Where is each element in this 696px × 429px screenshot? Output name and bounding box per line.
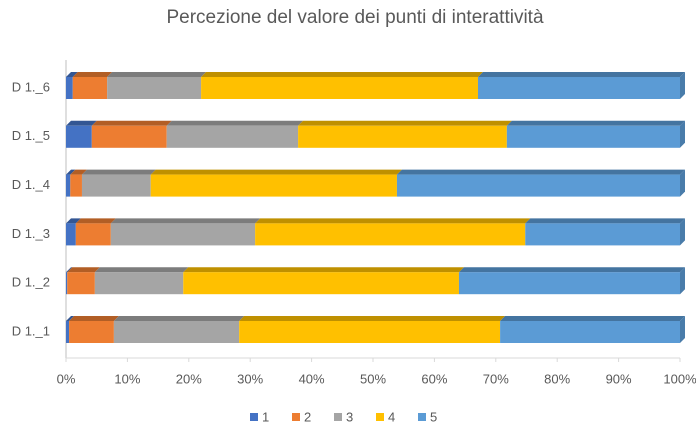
bar-depth xyxy=(91,120,172,126)
bar xyxy=(110,223,256,246)
y-tick-label: D 1._6 xyxy=(12,79,50,94)
bar-side xyxy=(680,72,685,99)
bar xyxy=(298,125,507,148)
x-tick-label: 90% xyxy=(606,371,632,386)
y-tick-label: D 1._4 xyxy=(12,177,50,192)
bar xyxy=(94,272,184,295)
bar-depth xyxy=(506,120,685,126)
bar xyxy=(239,321,501,343)
bar-depth xyxy=(110,218,261,224)
y-tick-label: D 1._3 xyxy=(12,226,50,241)
x-tick-label: 10% xyxy=(114,371,140,386)
chart-title: Percezione del valore dei punti di inter… xyxy=(166,7,543,28)
bar-depth xyxy=(183,267,464,273)
x-tick-label: 50% xyxy=(360,371,386,386)
bar xyxy=(81,174,151,197)
bar-depth xyxy=(75,218,116,224)
bar-depth xyxy=(66,169,76,175)
bar-depth xyxy=(70,169,87,175)
legend-label: 2 xyxy=(304,409,311,424)
bar-depth xyxy=(500,316,685,321)
bar xyxy=(66,77,73,99)
bar xyxy=(166,125,299,148)
bar xyxy=(500,321,680,343)
bar-depth xyxy=(150,169,402,175)
bar xyxy=(113,321,240,343)
bar-depth xyxy=(69,316,119,321)
bar xyxy=(107,77,202,99)
bar xyxy=(150,174,397,197)
bar-depth xyxy=(81,169,156,175)
bar-depth xyxy=(107,72,207,77)
bar-depth xyxy=(525,218,685,224)
x-tick-label: 0% xyxy=(57,371,76,386)
legend-label: 5 xyxy=(430,409,437,424)
bar-depth xyxy=(66,72,78,77)
legend-label: 1 xyxy=(262,409,269,424)
bar-depth xyxy=(201,72,483,77)
bar xyxy=(66,174,71,197)
bar xyxy=(72,77,108,99)
bar-depth xyxy=(113,316,245,321)
x-tick-label: 100% xyxy=(663,371,696,386)
bar-depth xyxy=(239,316,506,321)
legend-swatch xyxy=(376,413,384,421)
legend-swatch xyxy=(250,413,258,421)
bar xyxy=(67,272,95,295)
bar xyxy=(66,125,92,148)
y-tick-label: D 1._5 xyxy=(12,128,50,143)
x-tick-label: 80% xyxy=(544,371,570,386)
legend-swatch xyxy=(292,413,300,421)
bar-depth xyxy=(166,120,304,126)
bar xyxy=(201,77,478,99)
bar xyxy=(75,223,111,246)
bar-depth xyxy=(72,72,113,77)
bar xyxy=(66,272,68,295)
bar xyxy=(255,223,526,246)
bar xyxy=(66,223,76,246)
bar-side xyxy=(680,267,685,295)
x-tick-label: 60% xyxy=(421,371,447,386)
bar-depth xyxy=(255,218,531,224)
bar-depth xyxy=(66,120,97,126)
bar-depth xyxy=(298,120,512,126)
legend-label: 4 xyxy=(388,409,395,424)
legend-label: 3 xyxy=(346,409,353,424)
bar-depth xyxy=(477,72,685,77)
x-tick-label: 70% xyxy=(483,371,509,386)
legend-swatch xyxy=(418,413,426,421)
bar xyxy=(183,272,459,295)
x-tick-label: 30% xyxy=(237,371,263,386)
bar xyxy=(525,223,680,246)
bar xyxy=(70,174,82,197)
bar-side xyxy=(680,120,685,148)
x-tick-label: 20% xyxy=(176,371,202,386)
bar xyxy=(477,77,680,99)
bar xyxy=(396,174,680,197)
bar xyxy=(91,125,167,148)
bar xyxy=(69,321,114,343)
bar xyxy=(506,125,680,148)
bar-side xyxy=(680,169,685,197)
bar-depth xyxy=(458,267,685,273)
bar-depth xyxy=(396,169,685,175)
bar-depth xyxy=(66,218,81,224)
legend-swatch xyxy=(334,413,342,421)
bar-depth xyxy=(94,267,189,273)
bar-side xyxy=(680,218,685,246)
x-tick-label: 40% xyxy=(299,371,325,386)
bar-depth xyxy=(66,267,73,273)
bar xyxy=(66,321,70,343)
bar xyxy=(458,272,680,295)
y-tick-label: D 1._1 xyxy=(12,323,50,338)
bar-depth xyxy=(67,267,100,273)
bar-depth xyxy=(66,316,75,321)
bar-side xyxy=(680,316,685,343)
y-tick-label: D 1._2 xyxy=(12,275,50,290)
